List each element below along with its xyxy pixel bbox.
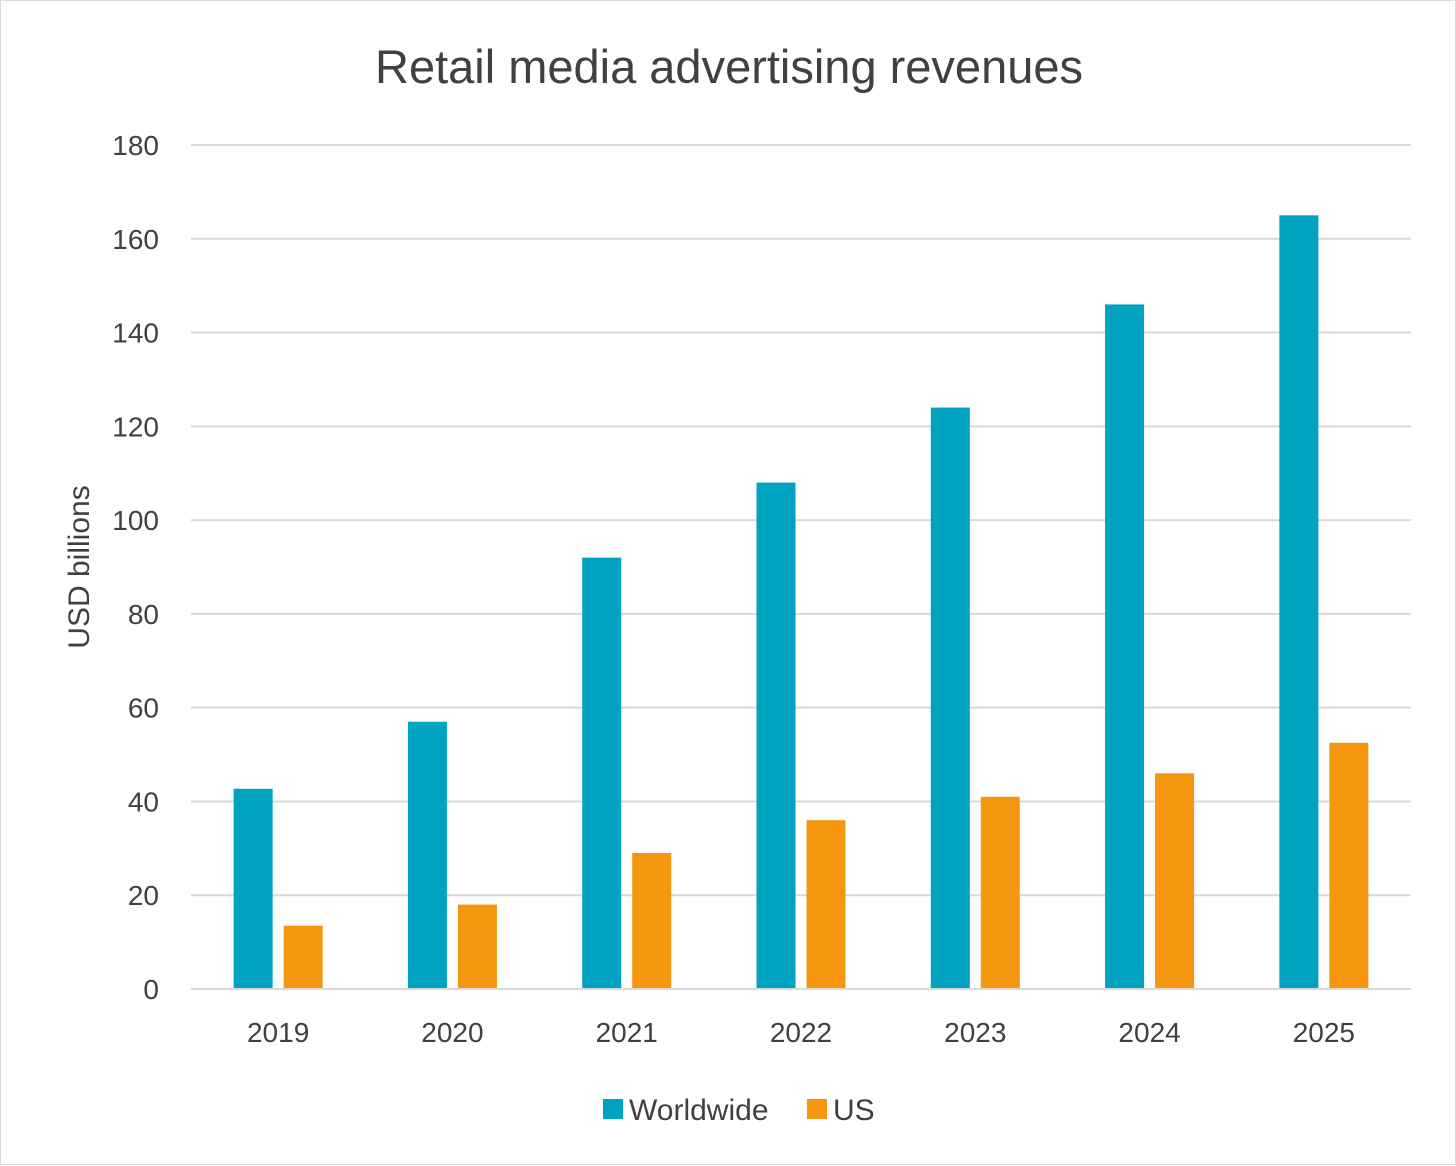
legend-swatch <box>807 1099 827 1119</box>
bars <box>191 215 1411 990</box>
legend-swatch <box>603 1099 623 1119</box>
bar-worldwide-2022 <box>756 482 796 989</box>
x-tick-label: 2022 <box>770 1017 832 1048</box>
y-axis-ticks: 0 20 40 60 80 100 120 140 160 180 <box>112 130 159 1005</box>
x-tick-label: 2020 <box>421 1017 483 1048</box>
x-tick-label: 2023 <box>944 1017 1006 1048</box>
y-tick-label: 20 <box>128 880 159 911</box>
bar-worldwide-2024 <box>1105 304 1145 989</box>
y-tick-label: 40 <box>128 786 159 817</box>
x-tick-label: 2024 <box>1118 1017 1180 1048</box>
y-tick-label: 180 <box>112 130 159 161</box>
legend-label: US <box>833 1094 875 1127</box>
gridlines <box>191 144 1411 990</box>
bar-us-2021 <box>632 853 672 989</box>
bar-us-2025 <box>1329 742 1369 989</box>
bar-us-2024 <box>1155 773 1195 989</box>
bar-us-2019 <box>283 925 323 989</box>
legend-label: Worldwide <box>629 1094 769 1127</box>
bar-us-2022 <box>806 820 846 989</box>
bar-worldwide-2019 <box>233 788 273 989</box>
bar-worldwide-2021 <box>582 557 622 989</box>
x-tick-label: 2021 <box>596 1017 658 1048</box>
y-tick-label: 160 <box>112 224 159 255</box>
y-tick-label: 80 <box>128 599 159 630</box>
legend-item-worldwide: Worldwide <box>603 1094 769 1127</box>
y-tick-label: 140 <box>112 318 159 349</box>
legend: Worldwide US <box>603 1094 875 1127</box>
y-tick-label: 120 <box>112 411 159 442</box>
y-axis-label-group: USD billions <box>63 485 96 648</box>
bar-worldwide-2020 <box>407 721 447 989</box>
legend-item-us: US <box>807 1094 875 1127</box>
bar-worldwide-2023 <box>930 407 970 990</box>
x-axis-ticks: 2019 2020 2021 2022 2023 2024 2025 <box>247 1017 1355 1048</box>
bar-worldwide-2025 <box>1279 215 1319 990</box>
x-tick-label: 2019 <box>247 1017 309 1048</box>
bar-us-2020 <box>457 904 497 989</box>
chart-title: Retail media advertising revenues <box>375 40 1083 93</box>
bar-us-2023 <box>980 796 1020 989</box>
y-tick-label: 100 <box>112 505 159 536</box>
y-axis-label: USD billions <box>63 485 96 648</box>
x-tick-label: 2025 <box>1293 1017 1355 1048</box>
y-tick-label: 60 <box>128 693 159 724</box>
y-tick-label: 0 <box>143 974 159 1005</box>
